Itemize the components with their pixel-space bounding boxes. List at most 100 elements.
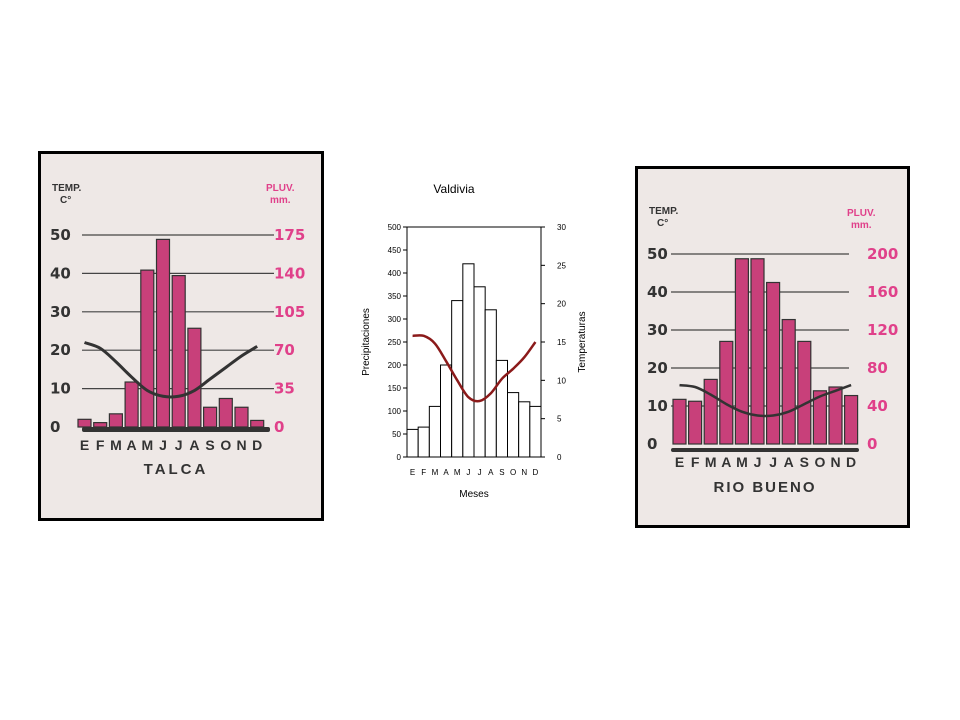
talca-title: TALCA xyxy=(144,461,209,478)
talca-month-label: A xyxy=(189,437,199,453)
valdivia-ylabel: Precipitaciones xyxy=(361,308,372,376)
valdivia-precip-bar xyxy=(462,263,475,458)
talca-month-label: M xyxy=(141,437,153,453)
valdivia-xlabel: Meses xyxy=(459,489,488,500)
riobueno-pluv-tick: 120 xyxy=(867,321,898,339)
riobueno-precip-bar xyxy=(703,378,718,445)
talca-precip-bar xyxy=(218,397,233,428)
riobueno-pluv-tick: 200 xyxy=(867,245,898,263)
riobueno-pluv-tick: 0 xyxy=(867,435,877,453)
talca-temp-tick: 20 xyxy=(50,341,71,359)
valdivia-precip-tick: 400 xyxy=(388,269,402,278)
riobueno-baseline xyxy=(671,448,859,452)
riobueno-pluv-title-2: mm. xyxy=(851,220,872,231)
talca-precip-bar xyxy=(108,413,124,428)
talca-pluv-title-1: PLUV. xyxy=(266,183,295,194)
valdivia-precip-tick: 50 xyxy=(392,430,401,439)
talca-temp-tick: 10 xyxy=(50,380,71,398)
valdivia-temperature-line xyxy=(412,334,537,403)
riobueno-temp-title-1: TEMP. xyxy=(649,206,678,217)
valdivia-precip-tick: 300 xyxy=(388,315,402,324)
valdivia-temp-tick: 20 xyxy=(557,300,566,309)
talca-month-label: N xyxy=(236,437,246,453)
riobueno-temperature-line xyxy=(679,383,852,418)
talca-temp-title-1: TEMP. xyxy=(52,183,81,194)
riobueno-precip-bar xyxy=(672,398,687,445)
valdivia-month-label: F xyxy=(421,468,426,477)
valdivia-month-label: J xyxy=(466,468,470,477)
valdivia-month-label: M xyxy=(432,468,439,477)
talca-precip-bar xyxy=(203,406,218,428)
valdivia-chart-svg: Valdivia 5004504003503002502001501005003… xyxy=(361,182,588,500)
riobueno-temp-tick: 30 xyxy=(647,321,668,339)
valdivia-precip-tick: 350 xyxy=(388,292,402,301)
valdivia-precip-bar xyxy=(440,364,453,458)
talca-precip-bar xyxy=(124,381,139,428)
riobueno-chart-svg: TEMP. C° PLUV. mm. 50 200 40 160 30 120 20 80 10… xyxy=(635,166,910,528)
riobueno-precip-bar xyxy=(812,390,827,445)
talca-precip-bar xyxy=(234,406,249,428)
riobueno-temp-tick: 50 xyxy=(647,245,668,263)
valdivia-precip-tick: 450 xyxy=(388,246,402,255)
valdivia-title: Valdivia xyxy=(433,182,474,196)
riobueno-month-label: N xyxy=(830,454,840,470)
riobueno-precip-bar xyxy=(750,258,765,445)
valdivia-month-label: D xyxy=(533,468,539,477)
valdivia-month-label: M xyxy=(454,468,461,477)
valdivia-temp-tick: 30 xyxy=(557,223,566,232)
valdivia-temp-tick: 0 xyxy=(557,453,562,462)
talca-month-label: A xyxy=(127,437,137,453)
valdivia-month-label: A xyxy=(488,468,494,477)
talca-pluv-tick: 70 xyxy=(274,341,295,359)
riobueno-precip-bar xyxy=(734,258,750,445)
talca-chart-svg: TEMP. C° PLUV. mm. 50 175 40 140 30 105 20 70 10… xyxy=(38,151,324,521)
valdivia-precip-tick: 0 xyxy=(397,453,402,462)
talca-month-label: J xyxy=(159,437,167,453)
riobueno-month-label: J xyxy=(754,454,762,470)
valdivia-precip-tick: 500 xyxy=(388,223,402,232)
riobueno-temp-tick: 40 xyxy=(647,283,668,301)
riobueno-precip-bar xyxy=(687,400,703,445)
talca-month-label: F xyxy=(96,437,105,453)
riobueno-temp-tick: 10 xyxy=(647,397,668,415)
talca-temp-tick: 0 xyxy=(50,418,60,436)
riobueno-month-label: M xyxy=(736,454,748,470)
riobueno-month-label: M xyxy=(705,454,717,470)
talca-pluv-tick: 105 xyxy=(274,303,305,321)
riobueno-pluv-tick: 160 xyxy=(867,283,898,301)
riobueno-pluv-title-1: PLUV. xyxy=(847,208,876,219)
talca-month-label: E xyxy=(80,437,89,453)
talca-month-label: S xyxy=(205,437,214,453)
riobueno-precip-bar xyxy=(781,318,796,445)
valdivia-month-label: O xyxy=(510,468,516,477)
riobueno-month-label: A xyxy=(721,454,731,470)
riobueno-climate-chart: TEMP. C° PLUV. mm. 50 200 40 160 30 120 20 80 10… xyxy=(635,166,910,528)
valdivia-temp-tick: 25 xyxy=(557,261,566,270)
talca-precip-bar xyxy=(140,269,155,428)
valdivia-climate-chart: Valdivia 500 450 400 350 300 250 200 150 100 50 0 3… xyxy=(345,175,590,505)
valdivia-precip-tick: 150 xyxy=(388,384,402,393)
talca-temp-tick: 50 xyxy=(50,226,71,244)
talca-month-label: M xyxy=(110,437,122,453)
riobueno-month-label: S xyxy=(800,454,809,470)
talca-month-label: D xyxy=(252,437,262,453)
talca-precip-bar xyxy=(93,422,108,428)
riobueno-month-label: J xyxy=(769,454,777,470)
riobueno-precip-bar xyxy=(766,281,781,445)
riobueno-temp-tick: 0 xyxy=(647,435,657,453)
valdivia-precip-bar xyxy=(406,428,419,458)
riobueno-precip-bar xyxy=(719,340,734,445)
valdivia-precip-bar xyxy=(417,426,430,458)
riobueno-precip-bar xyxy=(844,394,859,445)
riobueno-title: RIO BUENO xyxy=(713,479,816,496)
talca-precip-bar xyxy=(77,418,92,428)
valdivia-precip-tick: 100 xyxy=(388,407,402,416)
talca-pluv-tick: 35 xyxy=(274,380,295,398)
valdivia-precip-bar xyxy=(473,286,486,458)
talca-precip-bar xyxy=(155,238,171,428)
talca-baseline xyxy=(82,427,270,432)
valdivia-precip-bar xyxy=(518,401,531,458)
valdivia-month-label: A xyxy=(443,468,449,477)
valdivia-y2label: Temperaturas xyxy=(577,311,588,372)
talca-precip-bar xyxy=(250,419,265,428)
